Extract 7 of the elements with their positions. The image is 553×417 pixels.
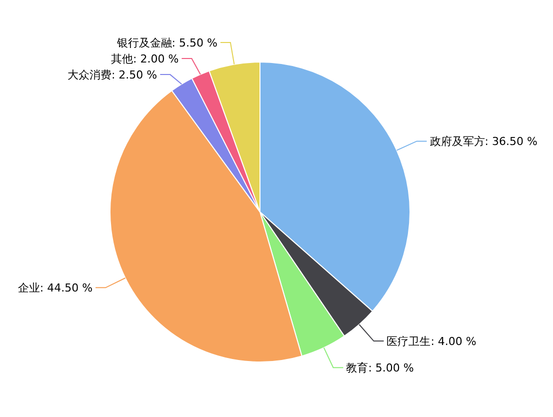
slice-label: 政府及军方: 36.50 % <box>430 135 538 148</box>
slice-label: 企业: 44.50 % <box>18 282 93 295</box>
slice-label: 教育: 5.00 % <box>346 362 414 375</box>
slice-label: 大众消费: 2.50 % <box>67 68 158 82</box>
slice-label: 医疗卫生: 4.00 % <box>386 335 476 348</box>
slice-label: 其他: 2.00 % <box>111 52 179 66</box>
slice-label: 银行及金融: 5.50 % <box>116 36 218 50</box>
